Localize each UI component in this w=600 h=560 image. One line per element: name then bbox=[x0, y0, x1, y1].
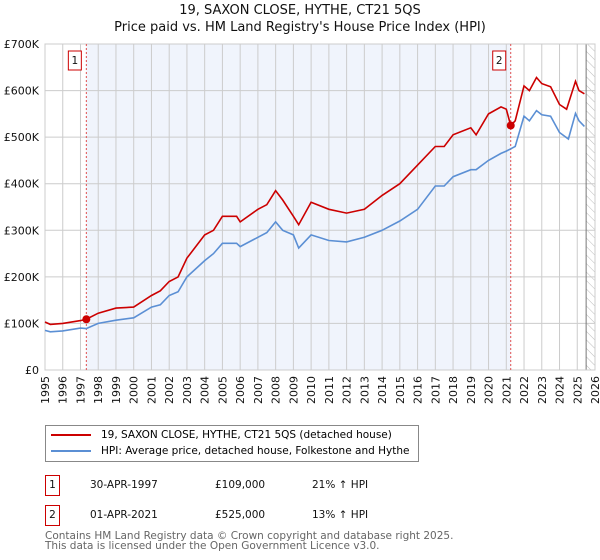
x-tick-label: 1998 bbox=[92, 376, 105, 404]
x-tick-label: 2020 bbox=[483, 376, 496, 404]
x-tick-label: 2012 bbox=[341, 376, 354, 404]
x-tick-label: 2026 bbox=[589, 376, 600, 404]
legend: 19, SAXON CLOSE, HYTHE, CT21 5QS (detach… bbox=[45, 425, 419, 462]
x-tick-label: 2025 bbox=[571, 376, 584, 404]
sale-point bbox=[506, 121, 515, 130]
y-tick-label: £600K bbox=[4, 85, 40, 98]
transaction-hpi: 13% ↑ HPI bbox=[312, 509, 369, 521]
y-tick-label: £200K bbox=[4, 271, 40, 284]
transaction-price: £109,000 bbox=[215, 479, 266, 491]
transaction-date: 30-APR-1997 bbox=[90, 479, 158, 491]
x-tick-label: 2017 bbox=[429, 376, 442, 404]
y-tick-label: £0 bbox=[25, 364, 39, 377]
legend-swatch-red bbox=[51, 434, 91, 436]
x-tick-label: 2001 bbox=[145, 376, 158, 404]
chart-subtitle: Price paid vs. HM Land Registry's House … bbox=[114, 20, 486, 35]
x-tick-label: 1997 bbox=[74, 376, 87, 404]
x-tick-label: 2016 bbox=[412, 376, 425, 404]
x-tick-label: 2004 bbox=[199, 376, 212, 404]
x-tick-label: 2019 bbox=[465, 376, 478, 404]
x-tick-label: 2022 bbox=[518, 376, 531, 404]
x-tick-label: 2006 bbox=[234, 376, 247, 404]
x-tick-label: 2005 bbox=[216, 376, 229, 404]
footer: Contains HM Land Registry data © Crown c… bbox=[45, 530, 454, 552]
series-line bbox=[44, 109, 585, 333]
y-tick-label: £500K bbox=[4, 131, 40, 144]
legend-item-property: 19, SAXON CLOSE, HYTHE, CT21 5QS (detach… bbox=[51, 429, 392, 441]
x-tick-label: 2013 bbox=[358, 376, 371, 404]
x-tick-label: 2003 bbox=[181, 376, 194, 404]
x-tick-label: 1996 bbox=[57, 376, 70, 404]
sale-badge bbox=[67, 50, 82, 71]
sale-badge bbox=[492, 50, 507, 71]
y-tick-label: £400K bbox=[4, 178, 40, 191]
legend-label: HPI: Average price, detached house, Folk… bbox=[101, 445, 410, 457]
footer-copyright: Contains HM Land Registry data © Crown c… bbox=[45, 530, 454, 542]
x-tick-label: 2021 bbox=[500, 376, 513, 404]
sale-point bbox=[82, 315, 91, 324]
x-tick-label: 2015 bbox=[394, 376, 407, 404]
legend-item-hpi: HPI: Average price, detached house, Folk… bbox=[51, 445, 409, 457]
x-tick-label: 2010 bbox=[305, 376, 318, 404]
x-tick-label: 2008 bbox=[270, 376, 283, 404]
sale-badge-label: 1 bbox=[71, 55, 78, 67]
x-tick-label: 1999 bbox=[110, 376, 123, 404]
transaction-badge: 2 bbox=[45, 505, 60, 526]
x-tick-label: 2011 bbox=[323, 376, 336, 404]
transaction-date: 01-APR-2021 bbox=[90, 509, 158, 521]
x-tick-label: 2007 bbox=[252, 376, 265, 404]
x-tick-label: 2018 bbox=[447, 376, 460, 404]
y-tick-label: £700K bbox=[4, 38, 40, 51]
x-tick-label: 2024 bbox=[554, 376, 567, 404]
footer-licence: This data is licensed under the Open Gov… bbox=[45, 540, 380, 552]
forecast-hatch bbox=[586, 44, 595, 370]
x-tick-label: 2000 bbox=[128, 376, 141, 404]
transaction-price: £525,000 bbox=[215, 509, 266, 521]
x-tick-label: 2009 bbox=[287, 376, 300, 404]
plot-frame bbox=[44, 43, 596, 371]
y-tick-label: £300K bbox=[4, 224, 40, 237]
sale-badge-label: 2 bbox=[496, 55, 503, 67]
chart-title: 19, SAXON CLOSE, HYTHE, CT21 5QS bbox=[179, 3, 421, 18]
transaction-hpi: 21% ↑ HPI bbox=[312, 479, 369, 491]
legend-label: 19, SAXON CLOSE, HYTHE, CT21 5QS (detach… bbox=[101, 429, 392, 441]
price-chart: 1995 1996 1997 1998 1999 2000 2001 2002 2003 2004… bbox=[4, 38, 600, 404]
x-tick-label: 2023 bbox=[536, 376, 549, 404]
x-tick-label: 2014 bbox=[376, 376, 389, 404]
x-tick-label: 1995 bbox=[39, 376, 52, 404]
shaded-period bbox=[86, 44, 511, 370]
transaction-badge: 1 bbox=[45, 475, 60, 496]
legend-swatch-blue bbox=[51, 450, 91, 452]
x-tick-label: 2002 bbox=[163, 376, 176, 404]
y-tick-label: £100K bbox=[4, 317, 40, 330]
series-line bbox=[44, 76, 585, 326]
